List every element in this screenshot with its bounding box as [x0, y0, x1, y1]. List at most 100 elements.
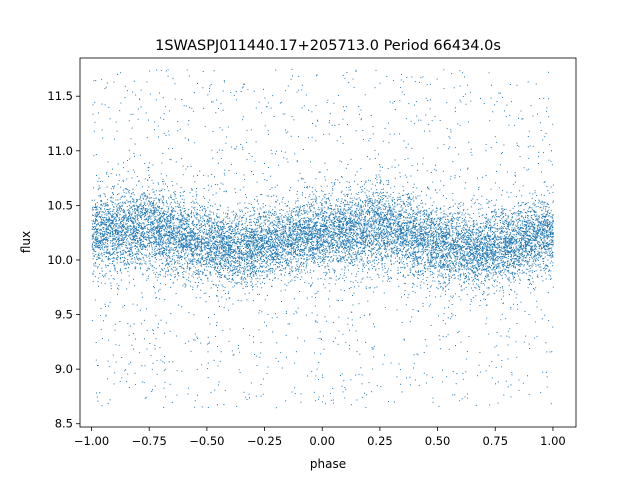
data-point — [493, 252, 495, 254]
data-point — [216, 215, 217, 217]
data-point — [353, 86, 355, 88]
data-point — [480, 254, 481, 256]
data-point — [375, 210, 377, 212]
data-point — [369, 235, 371, 237]
data-point — [547, 219, 549, 221]
data-point — [473, 257, 475, 259]
data-point — [473, 222, 475, 224]
data-point — [467, 168, 468, 170]
data-point — [305, 233, 307, 234]
data-point — [306, 227, 308, 229]
data-point — [342, 277, 344, 279]
data-point — [93, 226, 95, 228]
data-point — [271, 261, 273, 263]
data-point — [194, 406, 196, 408]
data-point — [275, 264, 276, 266]
data-point — [361, 249, 363, 251]
data-point — [322, 244, 324, 246]
data-point — [531, 237, 533, 239]
data-point — [382, 259, 383, 261]
data-point — [535, 233, 537, 234]
data-point — [458, 278, 460, 280]
data-point — [164, 219, 166, 221]
data-point — [341, 236, 343, 238]
data-point — [339, 245, 341, 247]
data-point — [133, 226, 135, 228]
data-point — [493, 233, 495, 235]
data-point — [278, 244, 280, 246]
data-point — [227, 236, 229, 238]
data-point — [167, 242, 169, 244]
data-point — [104, 216, 105, 218]
data-point — [169, 220, 171, 222]
data-point — [155, 246, 157, 248]
data-point — [266, 240, 267, 242]
data-point — [453, 217, 455, 219]
data-point — [344, 244, 346, 246]
data-point — [126, 206, 128, 208]
data-point — [439, 227, 441, 229]
data-point — [459, 234, 461, 236]
data-point — [92, 215, 94, 216]
data-point — [108, 107, 110, 109]
data-point — [114, 230, 116, 232]
data-point — [390, 247, 392, 249]
data-point — [363, 227, 365, 229]
data-point — [222, 286, 224, 288]
data-point — [272, 254, 273, 256]
data-point — [134, 266, 136, 268]
data-point — [333, 183, 335, 185]
data-point — [333, 224, 335, 226]
data-point — [450, 270, 452, 272]
data-point — [429, 218, 431, 220]
data-point — [114, 265, 115, 267]
data-point — [379, 248, 381, 250]
data-point — [448, 269, 450, 270]
data-point — [163, 250, 165, 251]
data-point — [121, 221, 123, 222]
data-point — [413, 225, 415, 227]
data-point — [349, 344, 351, 346]
data-point — [432, 235, 434, 236]
data-point — [496, 141, 498, 143]
data-point — [99, 221, 101, 223]
data-point — [279, 263, 281, 265]
data-point — [241, 87, 243, 89]
data-point — [137, 108, 139, 110]
data-point — [513, 247, 514, 249]
data-point — [515, 260, 517, 262]
data-point — [174, 201, 176, 203]
data-point — [253, 248, 255, 250]
data-point — [236, 251, 238, 253]
data-point — [507, 278, 509, 280]
data-point — [131, 192, 133, 194]
data-point — [502, 217, 504, 219]
data-point — [145, 246, 147, 248]
data-point — [374, 200, 376, 202]
data-point — [284, 129, 286, 131]
data-point — [424, 216, 426, 217]
data-point — [501, 153, 503, 155]
data-point — [196, 195, 197, 197]
data-point — [513, 255, 515, 257]
data-point — [442, 233, 444, 234]
data-point — [508, 236, 510, 238]
data-point — [232, 273, 234, 275]
data-point — [307, 239, 309, 241]
data-point — [153, 197, 155, 199]
data-point — [372, 228, 374, 230]
data-point — [109, 224, 110, 226]
data-point — [231, 278, 233, 279]
data-point — [104, 214, 106, 216]
data-point — [440, 240, 442, 242]
data-point — [339, 233, 341, 235]
data-point — [352, 78, 354, 80]
data-point — [515, 235, 517, 237]
data-point — [249, 228, 251, 230]
data-point — [544, 272, 546, 274]
data-point — [116, 234, 118, 235]
data-point — [149, 193, 151, 195]
data-point — [130, 249, 132, 251]
data-point — [432, 181, 434, 183]
data-point — [346, 239, 348, 241]
